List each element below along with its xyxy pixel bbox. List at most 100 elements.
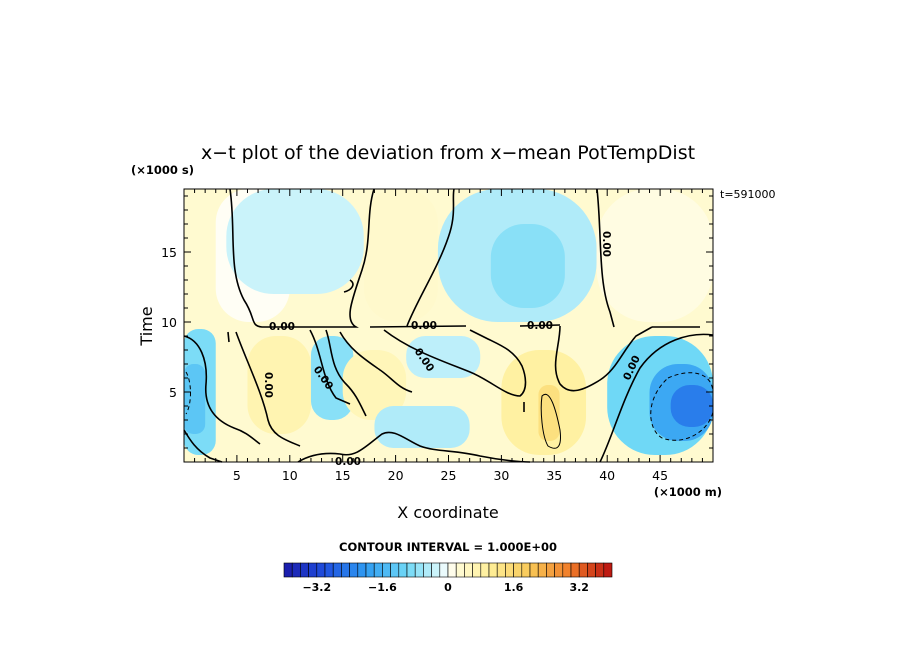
contour-line — [596, 188, 615, 328]
colorbar-tick-label: 3.2 — [569, 581, 589, 594]
contour-label: 0.00 — [527, 320, 553, 332]
field-region — [406, 336, 481, 378]
contour-label: 0.00 — [411, 320, 437, 332]
contour-label: 0.00 — [262, 372, 274, 398]
x-tick-label: 45 — [652, 468, 668, 483]
contour-label: 0.00 — [600, 231, 612, 257]
chart-title: x−t plot of the deviation from x−mean Po… — [201, 142, 695, 164]
x-tick-label: 5 — [233, 468, 241, 483]
x-tick-label: 20 — [388, 468, 404, 483]
colorbar-swatch — [324, 562, 334, 578]
axis-ticks — [184, 189, 713, 462]
colorbar-swatch — [283, 562, 293, 578]
contour-line — [343, 279, 354, 293]
field-region — [596, 189, 713, 322]
x-axis-label: X coordinate — [397, 503, 498, 522]
colorbar-swatch — [332, 562, 342, 578]
colorbar-swatch — [316, 562, 326, 578]
x-tick-label: 10 — [282, 468, 298, 483]
colorbar-swatch — [546, 562, 555, 578]
colorbar-swatch — [291, 562, 301, 578]
x-tick-label: 15 — [335, 468, 351, 483]
contour-line — [383, 329, 527, 397]
contour-line — [325, 329, 367, 417]
colorbar-swatch — [513, 562, 523, 578]
colorbar-tick-label: −3.2 — [302, 581, 331, 594]
y-tick-label: 5 — [169, 385, 177, 400]
colorbar-swatch — [308, 562, 318, 578]
contour-line — [185, 371, 191, 415]
contour-line — [599, 333, 714, 463]
colorbar-swatch — [472, 562, 482, 578]
colorbar-swatch — [505, 562, 514, 578]
colorbar-swatch — [529, 562, 539, 578]
colorbar-swatch — [496, 562, 506, 578]
field-region — [670, 385, 713, 427]
colorbar-swatch — [455, 562, 465, 578]
x-tick-label: 25 — [441, 468, 457, 483]
contour-line — [540, 393, 561, 449]
colorbar-swatch — [406, 562, 416, 578]
x-axis-unit: (×1000 m) — [654, 485, 722, 499]
field-region — [363, 189, 438, 322]
colorbar-swatch — [365, 562, 375, 578]
colorbar-swatch — [578, 562, 588, 578]
contour-line — [183, 335, 261, 445]
x-tick-label: 35 — [546, 468, 562, 483]
y-axis-label: Time — [137, 306, 156, 346]
colorbar-swatch — [595, 562, 605, 578]
y-axis-unit: (×1000 s) — [131, 163, 194, 177]
contour-interval-label: CONTOUR INTERVAL = 1.000E+00 — [339, 540, 557, 554]
colorbar-tick-label: 1.6 — [504, 581, 524, 594]
colorbar-tick-label: −1.6 — [368, 581, 397, 594]
colorbar-swatch — [439, 562, 449, 578]
field-region — [226, 189, 364, 294]
colorbar-tick-label: 0 — [444, 581, 452, 594]
y-tick-label: 10 — [161, 315, 177, 330]
contour-line — [339, 331, 413, 393]
colorbar-swatch — [431, 562, 441, 578]
field-region — [538, 385, 560, 441]
contour-line — [554, 325, 653, 392]
colorbar-swatch — [349, 562, 359, 578]
colorbar — [283, 562, 613, 578]
colorbar-swatch — [447, 562, 457, 578]
contour-line — [309, 329, 351, 405]
field-region — [490, 224, 565, 308]
colorbar-swatch — [537, 562, 547, 578]
contour-line — [369, 324, 700, 328]
colorbar-swatch — [587, 562, 596, 578]
colorbar-swatch — [570, 562, 580, 578]
contour-line — [183, 429, 223, 463]
colorbar-swatch — [554, 562, 564, 578]
field-region — [247, 336, 311, 434]
colorbar-swatch — [382, 562, 391, 578]
zero-contours — [183, 188, 714, 463]
x-tick-label: 30 — [493, 468, 509, 483]
field-region — [374, 406, 470, 448]
y-tick-label: 15 — [161, 245, 177, 260]
colorbar-swatch — [300, 562, 309, 578]
contour-line — [297, 431, 531, 463]
time-stamp: t=591000 — [720, 188, 776, 201]
colorbar-swatch — [603, 562, 613, 578]
colorbar-swatch — [423, 562, 432, 578]
colorbar-swatch — [480, 562, 490, 578]
contour-label: 0.00 — [269, 321, 295, 333]
contour-line — [235, 331, 301, 447]
colorbar-swatch — [390, 562, 400, 578]
contour-line — [227, 331, 230, 343]
colorbar-swatch — [488, 562, 498, 578]
colorbar-swatch — [398, 562, 408, 578]
colorbar-swatch — [341, 562, 350, 578]
contour-line — [229, 188, 375, 328]
colorbar-swatch — [562, 562, 572, 578]
contour-line — [406, 188, 455, 327]
colorbar-swatch — [521, 562, 531, 578]
field-region — [310, 336, 354, 420]
colorbar-swatch — [357, 562, 367, 578]
colorbar-swatch — [464, 562, 473, 578]
colorbar-swatch — [414, 562, 424, 578]
x-tick-label: 40 — [599, 468, 615, 483]
